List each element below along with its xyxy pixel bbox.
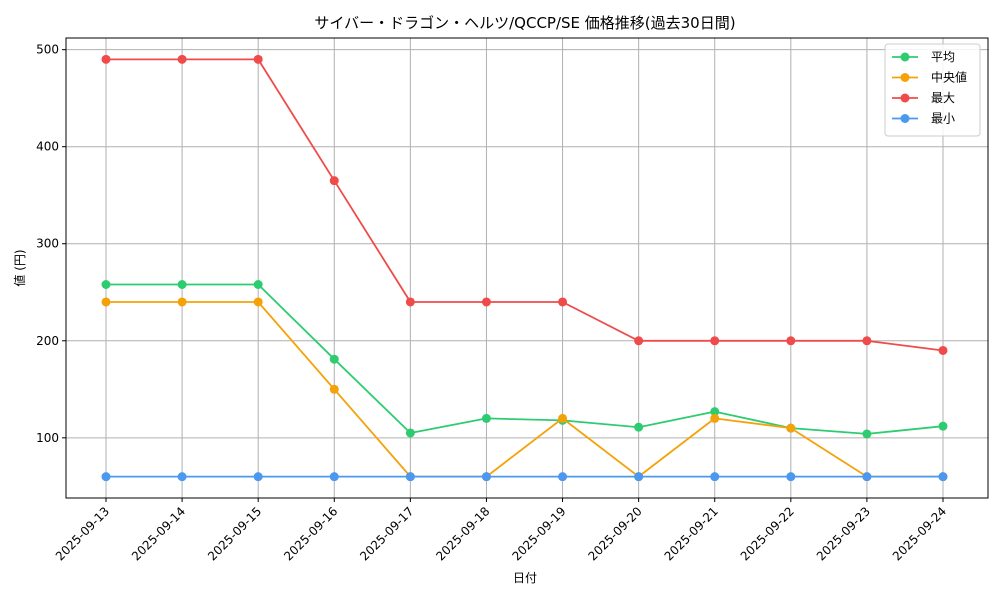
data-point	[177, 297, 187, 307]
x-axis-label: 日付	[513, 571, 537, 585]
y-axis: 100 200 300 400 500	[36, 43, 66, 445]
data-point	[938, 472, 948, 482]
legend-marker	[900, 73, 910, 82]
data-point	[481, 472, 491, 482]
y-axis-label: 値 (円)	[12, 249, 27, 286]
data-point	[253, 297, 263, 307]
y-tick-label: 400	[36, 140, 59, 154]
data-point	[786, 472, 796, 482]
legend-entry: 最大	[931, 91, 955, 105]
data-point	[862, 336, 872, 346]
data-point	[177, 472, 187, 482]
data-point	[329, 384, 339, 394]
legend-box	[884, 43, 981, 137]
data-point	[862, 429, 872, 439]
data-point	[101, 54, 111, 64]
series-line	[106, 301, 943, 478]
data-point	[177, 54, 187, 64]
data-point	[101, 279, 111, 289]
data-point	[710, 407, 720, 417]
data-point	[253, 472, 263, 482]
data-point	[710, 413, 720, 423]
series-0	[101, 279, 948, 439]
series-2	[101, 54, 948, 355]
plot-area-frame	[65, 37, 989, 499]
y-tick-label: 300	[36, 237, 59, 251]
data-point	[710, 472, 720, 482]
series-3	[101, 472, 948, 482]
series-line	[106, 283, 944, 435]
data-point	[938, 345, 948, 355]
data-point	[634, 336, 644, 346]
chart-title: サイバー・ドラゴン・ヘルツ/QCCP/SE 価格推移(過去30日間)	[314, 14, 735, 32]
data-point	[938, 421, 948, 431]
data-point	[558, 413, 568, 423]
data-point	[481, 413, 491, 423]
data-point	[786, 423, 796, 433]
data-point	[253, 279, 263, 289]
legend-entry: 最小	[931, 112, 955, 126]
legend-marker	[900, 52, 910, 62]
data-point	[558, 472, 568, 482]
data-point	[329, 472, 339, 482]
data-point	[177, 279, 187, 289]
data-point	[101, 297, 111, 307]
data-point	[253, 54, 263, 64]
data-point	[634, 422, 644, 432]
data-point	[405, 472, 415, 482]
y-tick-label: 100	[36, 431, 59, 445]
data-point	[329, 176, 339, 186]
data-point	[481, 297, 491, 307]
series-group	[101, 54, 948, 482]
legend-marker	[900, 93, 910, 103]
y-tick-label: 200	[36, 334, 59, 348]
legend-entry: 平均	[931, 50, 955, 64]
legend-entry: 中央値	[931, 70, 967, 85]
data-point	[405, 297, 415, 307]
data-point	[786, 336, 796, 346]
data-point	[862, 472, 872, 482]
data-point	[329, 354, 339, 364]
data-point	[405, 428, 415, 438]
data-point	[101, 472, 111, 482]
data-point	[634, 472, 644, 482]
data-point	[558, 297, 568, 307]
y-tick-label: 500	[36, 43, 59, 57]
legend-marker	[900, 114, 910, 123]
series-line	[106, 58, 944, 352]
data-point	[710, 336, 720, 346]
